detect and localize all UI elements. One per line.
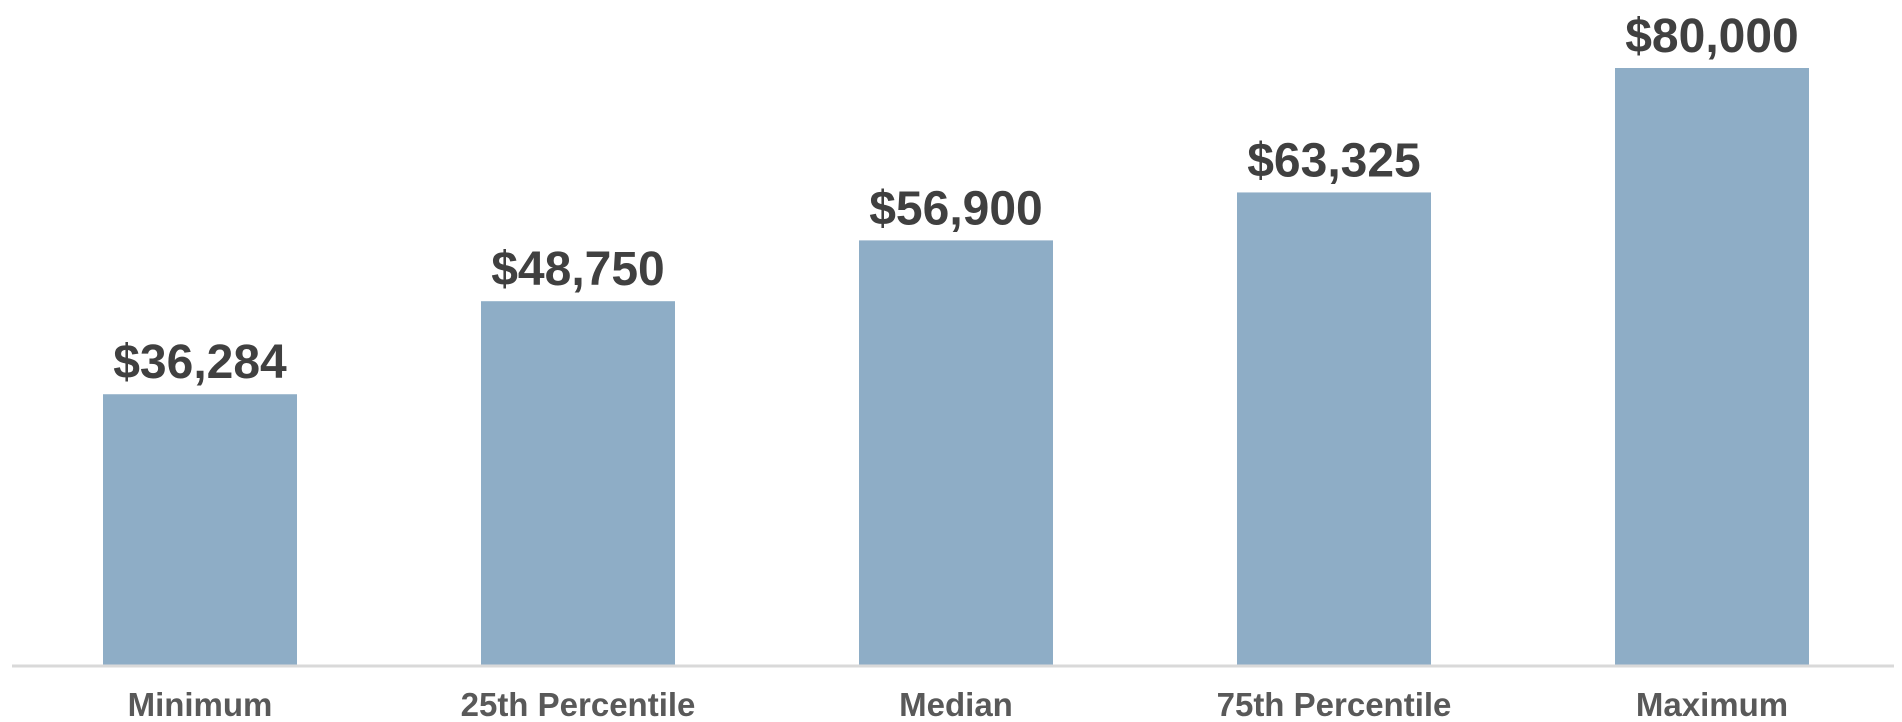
value-labels-layer: $36,284 $48,750 $56,900 $63,325 $80,000 [113,10,1799,389]
category-tick-label: 75th Percentile [1217,686,1452,722]
bars-layer [103,68,1809,666]
category-tick-label: Median [899,686,1013,722]
bar [1615,68,1809,665]
bar [481,301,675,665]
bar [103,394,297,665]
bar [859,240,1053,666]
bar [1237,192,1431,665]
data-label: $48,750 [491,243,665,296]
category-tick-label: 25th Percentile [461,686,696,722]
category-tick-label: Maximum [1636,686,1788,722]
category-labels-layer: Minimum 25th Percentile Median 75th Percent… [128,686,1789,722]
data-label: $36,284 [113,336,287,389]
category-tick-label: Minimum [128,686,273,722]
data-label: $63,325 [1247,134,1421,187]
data-label: $80,000 [1625,10,1799,63]
data-label: $56,900 [869,182,1043,235]
